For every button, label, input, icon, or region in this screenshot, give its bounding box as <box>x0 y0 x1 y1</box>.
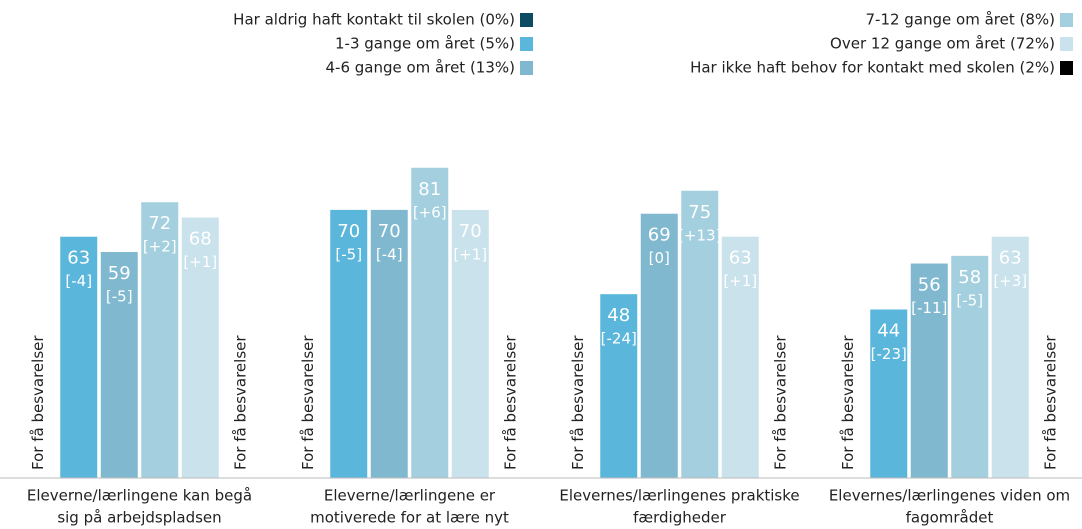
change-label: [-11] <box>911 299 947 317</box>
change-label: [-5] <box>335 245 362 263</box>
missing-label: For få besvarelser <box>839 335 857 470</box>
legend-swatch <box>520 37 533 51</box>
value-label: 70 <box>378 221 401 242</box>
legend-swatch <box>520 13 533 27</box>
value-label: 48 <box>607 305 630 326</box>
value-label: 75 <box>688 202 711 223</box>
value-label: 69 <box>648 225 671 246</box>
change-label: [+13] <box>678 226 721 244</box>
change-label: [+1] <box>453 245 487 263</box>
missing-label: For få besvarelser <box>231 335 249 470</box>
bar <box>721 236 759 478</box>
x-tick-label: Eleverne/lærlingene kan begå <box>27 487 252 505</box>
bar <box>910 263 948 478</box>
change-label: [-23] <box>871 345 907 363</box>
value-label: 59 <box>108 263 131 284</box>
x-tick-label: Elevernes/lærlingenes viden om <box>829 487 1070 505</box>
change-label: [+2] <box>143 238 177 256</box>
value-label: 81 <box>418 179 441 200</box>
x-tick-label: fagområdet <box>906 509 994 527</box>
value-label: 58 <box>958 267 981 288</box>
bar <box>370 209 408 478</box>
missing-label: For få besvarelser <box>29 335 47 470</box>
value-label: 68 <box>189 229 212 250</box>
bar <box>600 294 638 478</box>
bar <box>991 236 1029 478</box>
bar <box>330 209 368 478</box>
x-tick-label: færdigheder <box>633 509 727 527</box>
missing-label: For få besvarelser <box>771 335 789 470</box>
bar <box>870 309 908 478</box>
legend-label: Har ikke haft behov for kontakt med skol… <box>690 59 1055 77</box>
missing-label: For få besvarelser <box>299 335 317 470</box>
value-label: 63 <box>999 248 1022 269</box>
bar <box>100 252 138 478</box>
bar <box>141 202 179 479</box>
value-label: 70 <box>459 221 482 242</box>
value-label: 63 <box>67 248 90 269</box>
legend-label: 7-12 gange om året (8%) <box>865 11 1055 29</box>
legend-swatch <box>520 61 533 75</box>
bar <box>60 236 98 478</box>
legend-label: 4-6 gange om året (13%) <box>325 59 515 77</box>
x-tick-label: motiverede for at lære nyt <box>310 509 509 527</box>
missing-label: For få besvarelser <box>501 335 519 470</box>
x-tick-label: Eleverne/lærlingene er <box>324 487 496 505</box>
value-label: 70 <box>337 221 360 242</box>
legend-label: 1-3 gange om året (5%) <box>335 35 515 53</box>
change-label: [-4] <box>65 272 92 290</box>
x-tick-label: sig på arbejdspladsen <box>57 509 221 527</box>
x-tick-label: Elevernes/lærlingenes praktiske <box>559 487 799 505</box>
bar <box>451 209 489 478</box>
value-label: 63 <box>729 248 752 269</box>
legend-swatch <box>1060 37 1073 51</box>
change-label: [-5] <box>106 288 133 306</box>
change-label: [-24] <box>601 330 637 348</box>
legend-label: Over 12 gange om året (72%) <box>830 35 1055 53</box>
bar <box>951 255 989 478</box>
change-label: [+1] <box>723 272 757 290</box>
bar <box>681 190 719 478</box>
change-label: [0] <box>649 249 670 267</box>
legend-swatch <box>1060 13 1073 27</box>
bar <box>640 213 678 479</box>
value-label: 72 <box>148 213 171 234</box>
change-label: [-5] <box>956 291 983 309</box>
legend-label: Har aldrig haft kontakt til skolen (0%) <box>233 11 515 29</box>
change-label: [+1] <box>183 253 217 271</box>
bar <box>411 167 449 478</box>
value-label: 44 <box>877 320 900 341</box>
missing-label: For få besvarelser <box>569 335 587 470</box>
change-label: [+3] <box>993 272 1027 290</box>
legend-swatch <box>1060 61 1073 75</box>
change-label: [-4] <box>376 245 403 263</box>
value-label: 56 <box>918 275 941 296</box>
bar <box>181 217 219 478</box>
missing-label: For få besvarelser <box>1041 335 1059 470</box>
change-label: [+6] <box>413 203 447 221</box>
